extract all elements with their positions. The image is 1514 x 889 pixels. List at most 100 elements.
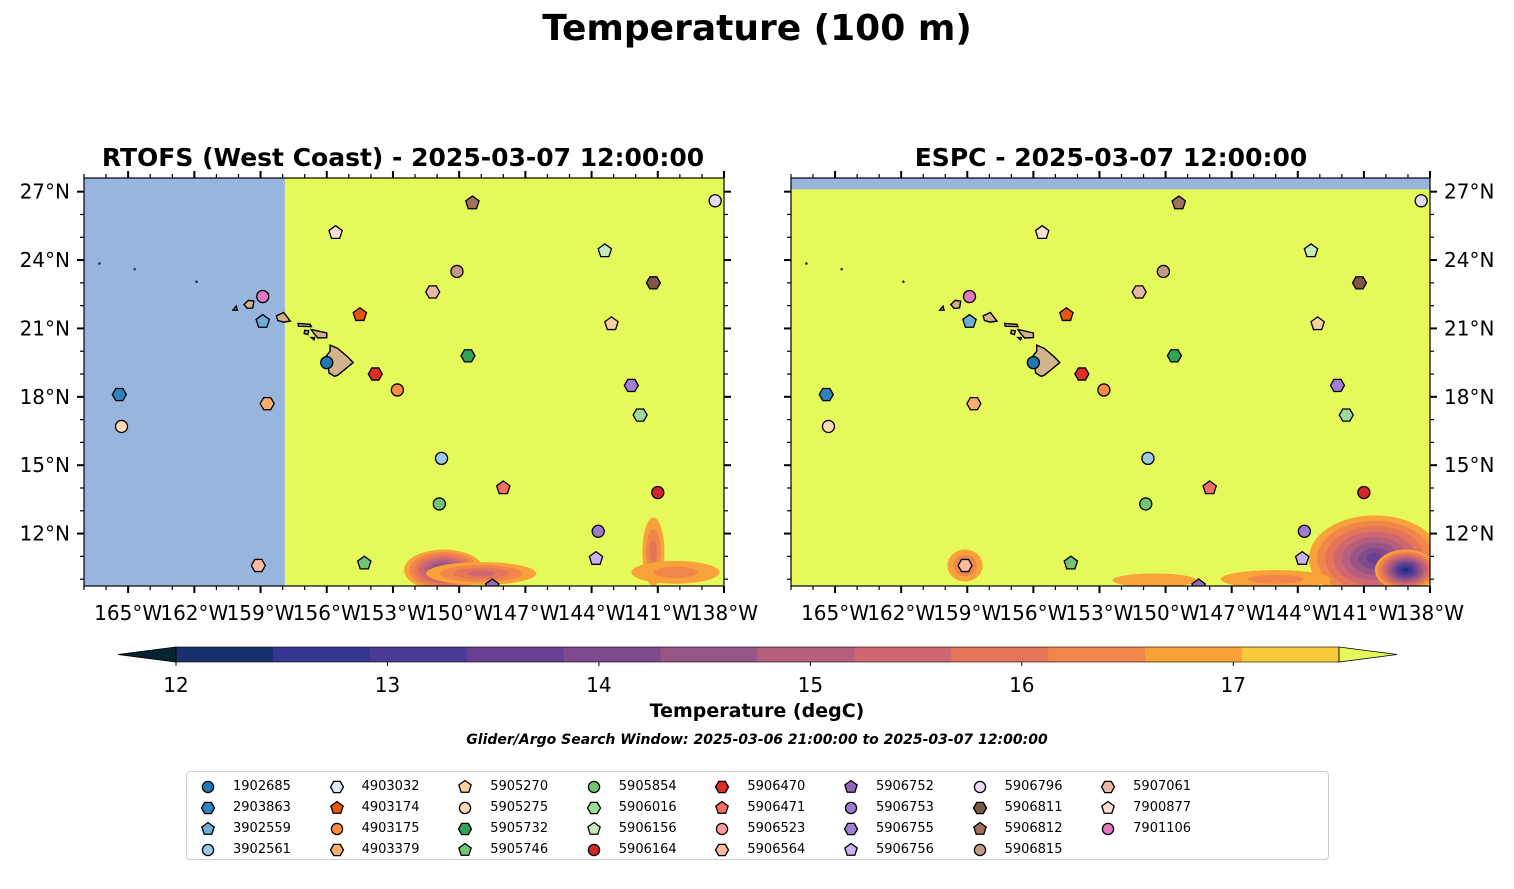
legend-item-5906564: 5906564 <box>711 839 840 860</box>
float-marker-5906564 <box>957 558 973 573</box>
legend-marker <box>458 801 472 814</box>
x-tick-label: 156°W <box>293 601 361 625</box>
float-marker-1902685 <box>1026 355 1041 370</box>
legend-marker <box>329 800 344 814</box>
float-marker-4903032 <box>638 630 652 642</box>
legend-label: 7901106 <box>1133 821 1192 836</box>
legend-item-5906815: 5906815 <box>969 839 1098 860</box>
search-window-note: Glider/Argo Search Window: 2025-03-06 21… <box>466 732 1048 748</box>
legend-label: 5905746 <box>490 842 549 857</box>
legend-item-5906756: 5906756 <box>840 839 969 860</box>
y-tick-label: 18°N <box>1444 385 1494 409</box>
island-molokai <box>297 322 313 328</box>
legend-label: 5906812 <box>1004 821 1063 836</box>
float-marker-7900877 <box>1034 224 1050 240</box>
float-marker-5905732 <box>1166 349 1183 363</box>
legend-label: 5906471 <box>747 800 806 815</box>
legend-marker <box>587 843 601 856</box>
legend-label: 4903174 <box>361 800 420 815</box>
legend-grid: 1902685 2903863 3902559 3902561 4903032 49031… <box>197 776 1354 860</box>
legend-marker-5906815 <box>973 843 986 856</box>
legend-marker <box>715 843 730 856</box>
legend-marker-5906756 <box>844 842 858 856</box>
legend-marker-5905732 <box>457 822 473 835</box>
small-island <box>133 267 137 271</box>
legend: 1902685 2903863 3902559 3902561 4903032 49031… <box>186 771 1329 860</box>
colorbar-bin <box>563 647 662 662</box>
legend-marker-5906156 <box>586 821 601 835</box>
legend-marker <box>844 779 858 793</box>
x-tick-label: 165°W <box>94 601 162 625</box>
legend-item-5906796: 5906796 <box>969 776 1098 797</box>
float-marker-5906753 <box>591 524 605 538</box>
legend-marker <box>330 822 343 835</box>
legend-label: 5906156 <box>618 821 677 836</box>
legend-marker-5906812 <box>972 821 987 835</box>
legend-label: 5906164 <box>618 842 677 857</box>
x-tick-label: 144°W <box>1264 601 1332 625</box>
legend-marker-4903174 <box>329 800 344 814</box>
island-oahu <box>275 311 292 323</box>
legend-label: 5906470 <box>747 779 806 794</box>
legend-marker-3902561 <box>201 843 215 856</box>
legend-marker-5906753 <box>844 801 858 814</box>
island-big-island <box>324 344 355 378</box>
espc-map: 165°W162°W159°W156°W153°W150°W147°W144°W… <box>784 171 1494 642</box>
island-big-island <box>1031 344 1061 378</box>
legend-label: 3902561 <box>233 842 291 857</box>
float-marker-4903175 <box>390 383 405 397</box>
small-island <box>805 262 808 265</box>
float-marker-5906164 <box>1357 485 1371 500</box>
legend-marker-7901106 <box>1101 822 1115 835</box>
float-marker-3902561 <box>1141 451 1155 466</box>
float-marker-5905275 <box>821 419 836 434</box>
colorbar: 12 13 14 15 16 17 <box>117 646 1398 697</box>
legend-item-5906753: 5906753 <box>840 797 969 818</box>
espc-map-area <box>791 178 1430 642</box>
legend-item-5907061: 5907061 <box>1097 776 1226 797</box>
y-tick-label: 15°N <box>20 453 70 477</box>
legend-item-4903174: 4903174 <box>326 797 455 818</box>
float-marker-4903174 <box>1059 306 1074 322</box>
legend-item-5906811: 5906811 <box>969 797 1098 818</box>
legend-marker-5906523 <box>716 822 729 835</box>
legend-marker-5907061 <box>1100 780 1116 793</box>
legend-marker-5905746 <box>458 842 473 856</box>
float-marker-5905746 <box>1063 555 1079 570</box>
legend-marker-5906471 <box>715 800 730 814</box>
legend-item-3902559: 3902559 <box>197 818 326 839</box>
rtofs-map: 165°W162°W159°W156°W153°W150°W147°W144°W… <box>20 171 758 642</box>
colorbar-bin <box>272 647 371 662</box>
legend-marker-4903032 <box>329 780 344 793</box>
legend-item-5906755: 5906755 <box>840 818 969 839</box>
float-marker-5906016 <box>1338 408 1355 422</box>
legend-label: 5906755 <box>875 821 934 836</box>
colorbar-bin <box>1242 647 1340 662</box>
island-kauai <box>949 299 962 310</box>
legend-marker <box>972 821 987 835</box>
island-lanai <box>303 329 310 336</box>
float-marker-4903032 <box>1344 630 1358 642</box>
float-marker-4903379 <box>259 396 275 411</box>
legend-marker-4903379 <box>329 843 344 856</box>
cool-patch-band <box>1402 568 1409 572</box>
float-marker-5906796 <box>708 194 722 208</box>
float-marker-5906812 <box>464 195 480 210</box>
legend-marker <box>586 821 601 835</box>
legend-item-5906156: 5906156 <box>583 818 712 839</box>
float-marker-4903175 <box>1097 383 1111 397</box>
float-marker-3902559 <box>962 313 977 328</box>
legend-item-4903175: 4903175 <box>326 818 455 839</box>
float-marker-5906811 <box>645 276 662 290</box>
legend-marker-5906164 <box>587 843 601 856</box>
colorbar-label: Temperature (degC) <box>649 700 865 722</box>
legend-label: 2903863 <box>233 800 291 815</box>
legend-label: 5906815 <box>1004 842 1063 857</box>
legend-label: 5906811 <box>1004 800 1063 815</box>
float-marker-4903379 <box>966 396 982 411</box>
legend-marker-7900877 <box>1101 800 1116 814</box>
colorbar-tick-label: 13 <box>375 673 400 697</box>
x-tick-label: 138°W <box>1396 601 1464 625</box>
cool-patch-band <box>653 566 698 579</box>
